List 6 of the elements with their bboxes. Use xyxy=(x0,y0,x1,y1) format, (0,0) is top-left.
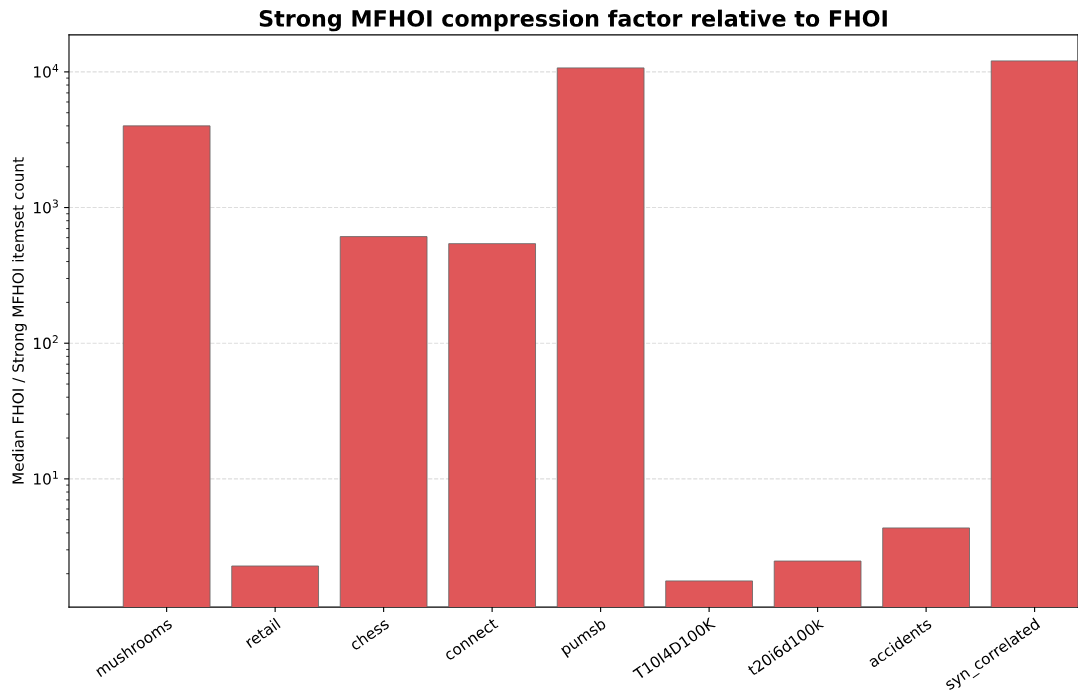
y-tick-label: 10$^{2}$ xyxy=(34,335,58,350)
y-tick-label: 10$^{1}$ xyxy=(34,470,58,485)
y-tick-label: 10$^{4}$ xyxy=(34,63,59,78)
chart-title: Strong MFHOI compression factor relative to FHOI xyxy=(259,9,887,32)
y-tick-label: 10$^{3}$ xyxy=(34,199,58,214)
y-axis-title: Median FHOI / Strong MFHOI itemset count xyxy=(12,157,27,484)
